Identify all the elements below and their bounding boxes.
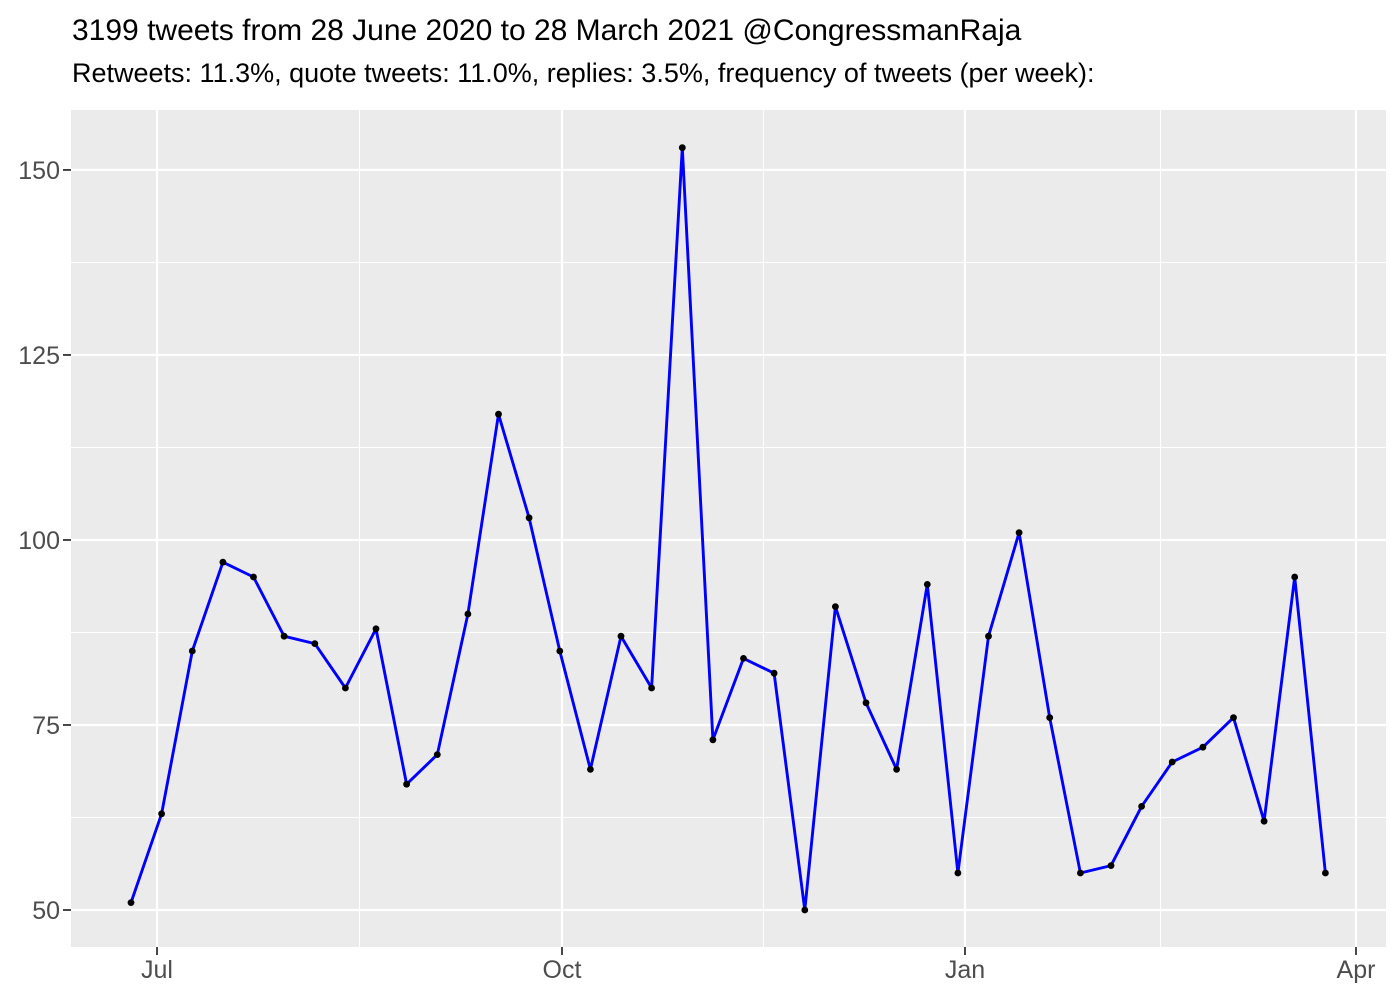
data-point (127, 899, 135, 906)
data-point (862, 699, 870, 707)
data-point (617, 632, 625, 640)
data-point (1168, 758, 1176, 766)
data-point (403, 780, 410, 788)
y-tick-label: 150 (18, 157, 60, 185)
x-tick-label: Jul (141, 956, 173, 984)
data-point (342, 684, 349, 692)
data-point (158, 810, 166, 818)
chart-title: 3199 tweets from 28 June 2020 to 28 Marc… (72, 14, 1022, 47)
y-tick-label: 50 (32, 897, 60, 925)
data-point (1230, 714, 1237, 721)
data-point (893, 766, 900, 773)
x-tick-label: Jan (945, 956, 985, 984)
data-point (525, 514, 533, 522)
data-point (495, 410, 502, 418)
y-tick-label: 100 (18, 527, 60, 555)
data-point (709, 736, 717, 744)
data-point (188, 647, 196, 655)
data-point (1322, 869, 1329, 877)
data-point (1199, 743, 1207, 751)
data-point (923, 581, 931, 588)
tweets-per-week-line (129, 146, 1327, 912)
data-point (985, 632, 992, 640)
y-tick-label: 75 (32, 712, 60, 740)
data-point (740, 655, 747, 662)
data-point (556, 647, 564, 655)
data-point (648, 684, 655, 692)
data-point (801, 906, 809, 914)
data-point (250, 573, 257, 581)
data-point (954, 869, 962, 877)
x-tick-label: Apr (1337, 956, 1376, 984)
data-point (219, 558, 227, 566)
data-point (372, 625, 380, 633)
data-point (464, 610, 472, 618)
data-point (1138, 803, 1145, 810)
y-tick-label: 125 (18, 342, 60, 370)
data-point (587, 766, 594, 773)
data-point (832, 603, 839, 610)
chart-subtitle: Retweets: 11.3%, quote tweets: 11.0%, re… (72, 58, 1095, 88)
plot-panel (71, 110, 1386, 947)
data-point (311, 640, 319, 647)
data-point (280, 632, 288, 640)
data-point (1260, 817, 1268, 825)
data-point (1077, 869, 1084, 877)
data-point (1291, 573, 1299, 581)
data-point (1015, 529, 1023, 536)
data-point (770, 669, 778, 677)
data-point (1046, 714, 1054, 721)
x-tick-label: Oct (543, 956, 582, 984)
data-point (1107, 862, 1115, 869)
data-point (433, 751, 441, 758)
data-point (678, 144, 686, 152)
